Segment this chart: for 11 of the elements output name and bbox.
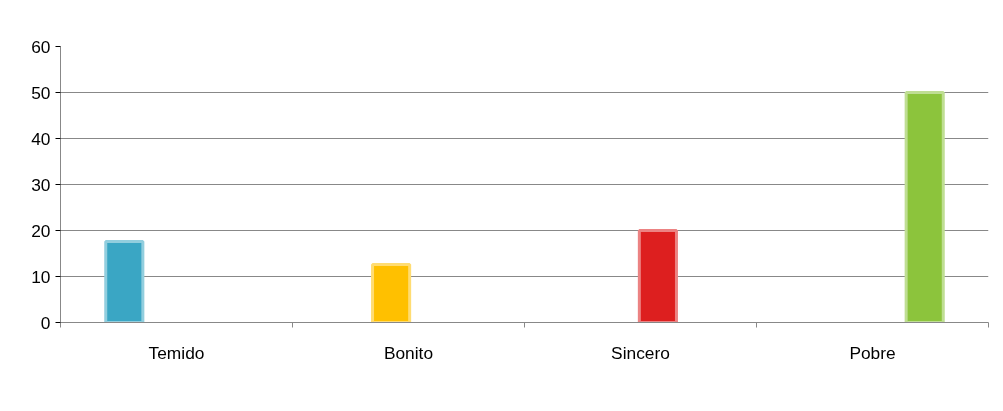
y-tick-label: 60 [31, 36, 51, 57]
y-tick-label: 30 [31, 174, 51, 195]
x-tick-label: Bonito [383, 342, 434, 363]
y-tick-label: 50 [31, 82, 51, 103]
x-tick-label: Pobre [849, 342, 896, 363]
y-tick-label: 40 [31, 128, 51, 149]
y-tick-label: 0 [40, 312, 51, 333]
y-tick-label: 20 [31, 220, 51, 241]
x-tick-label: Sincero [611, 342, 670, 363]
x-tick-label: Temido [148, 342, 205, 363]
y-tick-label: 10 [31, 266, 51, 287]
